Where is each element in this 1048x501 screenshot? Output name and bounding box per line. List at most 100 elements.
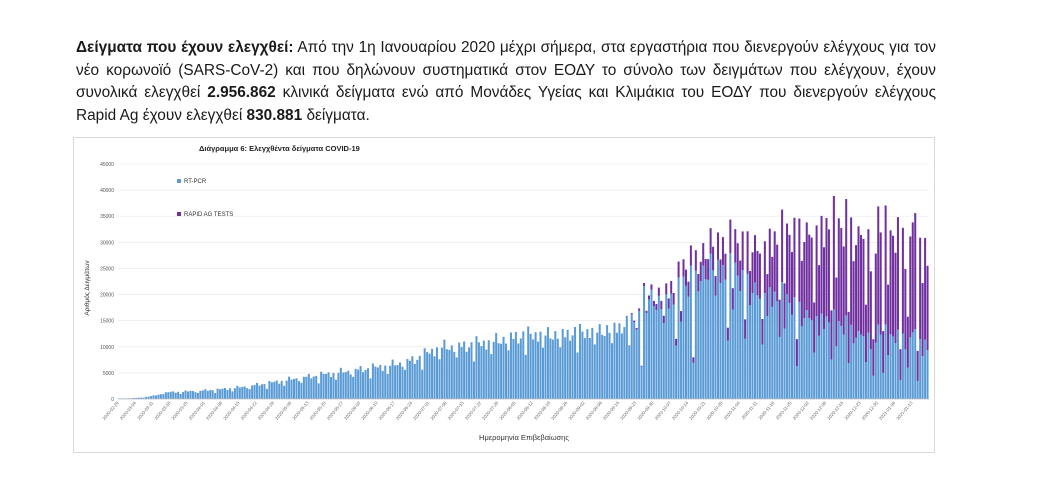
bar-rt-pcr bbox=[238, 387, 241, 399]
x-tick-label: 2020-04-01 bbox=[188, 400, 207, 421]
bar-rt-pcr bbox=[534, 332, 537, 399]
bar-rt-pcr bbox=[396, 365, 399, 399]
bar-rt-pcr bbox=[231, 391, 234, 399]
bar-rt-pcr bbox=[191, 391, 194, 399]
y-tick-label: 35000 bbox=[100, 214, 114, 220]
bar-rt-pcr bbox=[583, 338, 586, 399]
x-tick-label: 2021-01-13 bbox=[895, 400, 914, 421]
bar-rt-pcr bbox=[455, 357, 458, 399]
bar-rapid-ag bbox=[837, 218, 840, 321]
bar-rt-pcr bbox=[433, 356, 436, 399]
bar-rt-pcr bbox=[260, 384, 263, 399]
bar-rt-pcr bbox=[593, 344, 596, 399]
bar-rt-pcr bbox=[776, 301, 779, 399]
bar-rt-pcr bbox=[569, 340, 572, 399]
bar-rapid-ag bbox=[882, 331, 885, 373]
bar-rt-pcr bbox=[206, 390, 209, 399]
bar-rt-pcr bbox=[507, 350, 510, 399]
bar-rt-pcr bbox=[320, 371, 323, 399]
bar-rt-pcr bbox=[288, 376, 291, 399]
chart-title: Διάγραμμα 6: Ελεγχθέντα δείγματα COVID-1… bbox=[199, 144, 360, 153]
bar-rt-pcr bbox=[275, 380, 278, 399]
bar-rt-pcr bbox=[522, 331, 525, 399]
bar-rapid-ag bbox=[731, 288, 734, 310]
bar-rt-pcr bbox=[418, 355, 421, 399]
bar-rt-pcr bbox=[596, 332, 599, 399]
bar-rapid-ag bbox=[867, 229, 870, 333]
bar-rt-pcr bbox=[874, 342, 877, 399]
bar-rt-pcr bbox=[364, 369, 367, 399]
bar-rt-pcr bbox=[172, 391, 175, 399]
bar-rt-pcr bbox=[199, 390, 202, 399]
bar-rt-pcr bbox=[310, 378, 313, 399]
y-axis-ticks: 0 5000 10000 15000 20000 25000 30000 35000 40000… bbox=[100, 162, 114, 403]
bar-rt-pcr bbox=[137, 397, 140, 399]
bar-rt-pcr bbox=[386, 373, 389, 399]
bar-rt-pcr bbox=[463, 341, 466, 399]
bar-rt-pcr bbox=[620, 333, 623, 399]
bar-rt-pcr bbox=[798, 301, 801, 399]
x-tick-label: 2020-09-30 bbox=[636, 400, 655, 421]
bar-rapid-ag bbox=[901, 227, 904, 334]
bar-rt-pcr bbox=[788, 302, 791, 399]
bar-rt-pcr bbox=[241, 386, 244, 399]
bar-rt-pcr bbox=[179, 393, 182, 399]
bar-rt-pcr bbox=[815, 316, 818, 399]
bar-rapid-ag bbox=[630, 313, 633, 315]
bar-rapid-ag bbox=[842, 246, 845, 335]
bar-rt-pcr bbox=[423, 348, 426, 399]
bar-rt-pcr bbox=[623, 327, 626, 399]
bar-rt-pcr bbox=[517, 343, 520, 399]
bar-rt-pcr bbox=[586, 329, 589, 399]
x-tick-label: 2020-09-02 bbox=[567, 400, 586, 421]
summary-paragraph: Δείγματα που έχουν ελεγχθεί: Από την 1η … bbox=[76, 37, 936, 127]
bar-rapid-ag bbox=[721, 237, 724, 266]
samples-chart: Διάγραμμα 6: Ελεγχθέντα δείγματα COVID-1… bbox=[83, 144, 929, 442]
bar-rapid-ag bbox=[726, 327, 729, 341]
bar-rt-pcr bbox=[527, 326, 530, 399]
bar-rapid-ag bbox=[744, 319, 747, 339]
bar-rt-pcr bbox=[399, 362, 402, 399]
bar-rapid-ag bbox=[652, 300, 655, 307]
bar-rt-pcr bbox=[800, 326, 803, 399]
bar-rapid-ag bbox=[813, 302, 816, 353]
bar-rt-pcr bbox=[544, 335, 547, 399]
bar-rt-pcr bbox=[859, 334, 862, 399]
bar-rapid-ag bbox=[677, 261, 680, 278]
x-tick-label: 2020-03-11 bbox=[136, 400, 154, 421]
bar-rt-pcr bbox=[381, 370, 384, 399]
bar-rt-pcr bbox=[177, 391, 180, 399]
bar-rapid-ag bbox=[739, 260, 742, 291]
bar-rapid-ag bbox=[709, 228, 712, 254]
bar-rapid-ag bbox=[635, 327, 638, 330]
bar-rapid-ag bbox=[788, 234, 791, 303]
bar-rt-pcr bbox=[823, 328, 826, 399]
x-tick-label: 2020-11-11 bbox=[740, 400, 758, 420]
bar-rt-pcr bbox=[549, 338, 552, 399]
bar-rt-pcr bbox=[472, 361, 475, 399]
bar-rt-pcr bbox=[290, 379, 293, 399]
bar-rt-pcr bbox=[366, 368, 369, 399]
bar-rapid-ag bbox=[852, 261, 855, 344]
bar-rapid-ag bbox=[857, 226, 860, 331]
bar-rt-pcr bbox=[408, 360, 411, 399]
bar-rt-pcr bbox=[692, 362, 695, 399]
bar-rt-pcr bbox=[413, 363, 416, 399]
bar-rt-pcr bbox=[808, 318, 811, 399]
x-tick-label: 2020-05-20 bbox=[309, 400, 328, 421]
bar-rt-pcr bbox=[869, 349, 872, 399]
bar-rapid-ag bbox=[766, 274, 769, 317]
bar-rapid-ag bbox=[783, 283, 786, 329]
bar-rt-pcr bbox=[142, 397, 145, 399]
bar-rapid-ag bbox=[800, 260, 803, 327]
bar-rapid-ag bbox=[697, 273, 700, 292]
bar-rt-pcr bbox=[246, 388, 249, 399]
y-tick-label: 10000 bbox=[100, 345, 114, 351]
bar-rt-pcr bbox=[371, 363, 374, 399]
bar-rt-pcr bbox=[135, 397, 138, 399]
bar-rt-pcr bbox=[879, 334, 882, 399]
bar-rt-pcr bbox=[480, 346, 483, 399]
bar-rt-pcr bbox=[717, 259, 720, 399]
bar-rapid-ag bbox=[820, 215, 823, 314]
bar-rapid-ag bbox=[896, 217, 899, 330]
